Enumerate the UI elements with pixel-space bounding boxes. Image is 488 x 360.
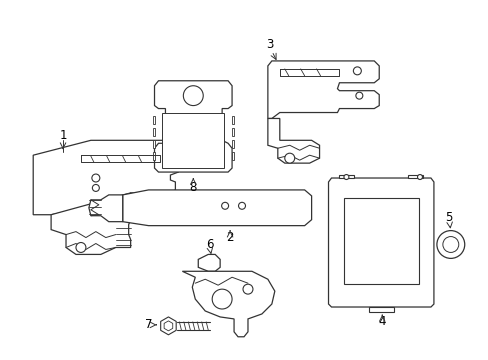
- Circle shape: [76, 243, 86, 252]
- Circle shape: [417, 175, 422, 180]
- Circle shape: [442, 237, 458, 252]
- Polygon shape: [162, 113, 224, 168]
- Polygon shape: [152, 117, 154, 125]
- Circle shape: [284, 153, 294, 163]
- Polygon shape: [232, 140, 234, 148]
- Polygon shape: [198, 255, 220, 271]
- Circle shape: [92, 184, 99, 192]
- Text: 7: 7: [144, 318, 152, 331]
- Polygon shape: [267, 118, 319, 163]
- Polygon shape: [232, 117, 234, 125]
- Polygon shape: [33, 140, 178, 215]
- Polygon shape: [152, 129, 154, 136]
- Circle shape: [353, 67, 361, 75]
- Circle shape: [355, 92, 362, 99]
- Polygon shape: [154, 81, 232, 172]
- Polygon shape: [232, 152, 234, 160]
- Polygon shape: [161, 317, 176, 335]
- Polygon shape: [407, 175, 422, 178]
- Circle shape: [436, 231, 464, 258]
- Circle shape: [221, 202, 228, 209]
- Polygon shape: [89, 195, 122, 222]
- Polygon shape: [122, 190, 311, 226]
- Polygon shape: [152, 152, 154, 160]
- Text: 1: 1: [59, 129, 67, 142]
- Text: 6: 6: [206, 238, 214, 251]
- Text: 2: 2: [226, 231, 233, 244]
- Polygon shape: [267, 61, 379, 118]
- Circle shape: [343, 175, 348, 180]
- Text: 5: 5: [444, 211, 451, 224]
- Polygon shape: [328, 178, 433, 307]
- Polygon shape: [51, 193, 130, 255]
- Circle shape: [238, 202, 245, 209]
- Polygon shape: [232, 129, 234, 136]
- Polygon shape: [182, 271, 274, 337]
- Text: 4: 4: [378, 315, 385, 328]
- Polygon shape: [344, 198, 418, 284]
- Polygon shape: [368, 307, 393, 312]
- Text: 8: 8: [189, 181, 197, 194]
- Polygon shape: [164, 321, 172, 331]
- Circle shape: [92, 174, 100, 182]
- Circle shape: [183, 86, 203, 105]
- Polygon shape: [152, 140, 154, 148]
- Circle shape: [212, 289, 232, 309]
- Polygon shape: [339, 175, 354, 178]
- Text: 3: 3: [265, 37, 273, 50]
- Circle shape: [243, 284, 252, 294]
